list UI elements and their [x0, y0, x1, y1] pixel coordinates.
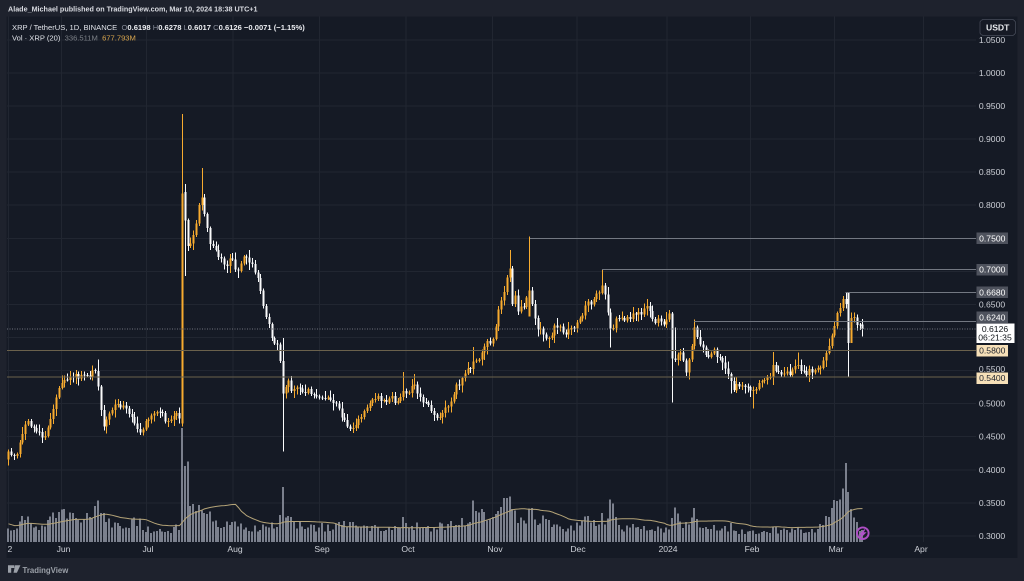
svg-text:2024: 2024: [658, 544, 677, 554]
svg-text:0.4000: 0.4000: [979, 465, 1006, 475]
svg-text:1.0500: 1.0500: [979, 35, 1006, 45]
svg-text:Mar: Mar: [829, 544, 844, 554]
svg-text:Nov: Nov: [487, 544, 503, 554]
svg-text:0.3500: 0.3500: [979, 498, 1006, 508]
svg-text:06:21:35: 06:21:35: [978, 332, 1012, 342]
svg-text:Alade_Michael published on Tra: Alade_Michael published on TradingView.c…: [8, 5, 257, 14]
svg-text:TradingView: TradingView: [23, 566, 70, 575]
svg-text:0.7500: 0.7500: [979, 233, 1006, 243]
svg-text:0.8500: 0.8500: [979, 167, 1006, 177]
svg-text:0.9000: 0.9000: [979, 134, 1006, 144]
svg-text:XRP / TetherUS, 1D, BINANCE O: XRP / TetherUS, 1D, BINANCE O0.6198 H0.6…: [12, 23, 305, 32]
svg-text:0.9500: 0.9500: [979, 101, 1006, 111]
svg-text:0.5800: 0.5800: [979, 346, 1006, 356]
svg-text:Dec: Dec: [570, 544, 586, 554]
svg-text:0.7000: 0.7000: [979, 265, 1006, 275]
svg-text:0.6500: 0.6500: [979, 299, 1006, 309]
svg-text:0.5400: 0.5400: [979, 373, 1006, 383]
svg-text:0.3000: 0.3000: [979, 531, 1006, 541]
svg-text:Jun: Jun: [57, 544, 71, 554]
svg-text:0.6240: 0.6240: [979, 312, 1006, 322]
svg-text:Oct: Oct: [401, 544, 415, 554]
svg-text:Apr: Apr: [914, 544, 928, 554]
svg-text:1.0000: 1.0000: [979, 68, 1006, 78]
svg-text:USDT: USDT: [986, 23, 1010, 33]
svg-text:Feb: Feb: [745, 544, 760, 554]
svg-text:0.6126: 0.6126: [982, 324, 1009, 334]
svg-text:2: 2: [8, 544, 13, 554]
svg-text:Vol · XRP (20) 336.511M 677.: Vol · XRP (20) 336.511M 677.793M: [12, 34, 136, 43]
svg-text:0.5000: 0.5000: [979, 399, 1006, 409]
svg-text:0.5500: 0.5500: [979, 364, 1006, 374]
svg-text:Sep: Sep: [314, 544, 330, 554]
svg-text:Jul: Jul: [143, 544, 154, 554]
svg-text:0.6680: 0.6680: [979, 287, 1006, 297]
svg-text:0.4500: 0.4500: [979, 432, 1006, 442]
svg-text:Aug: Aug: [227, 544, 243, 554]
svg-text:0.8000: 0.8000: [979, 200, 1006, 210]
